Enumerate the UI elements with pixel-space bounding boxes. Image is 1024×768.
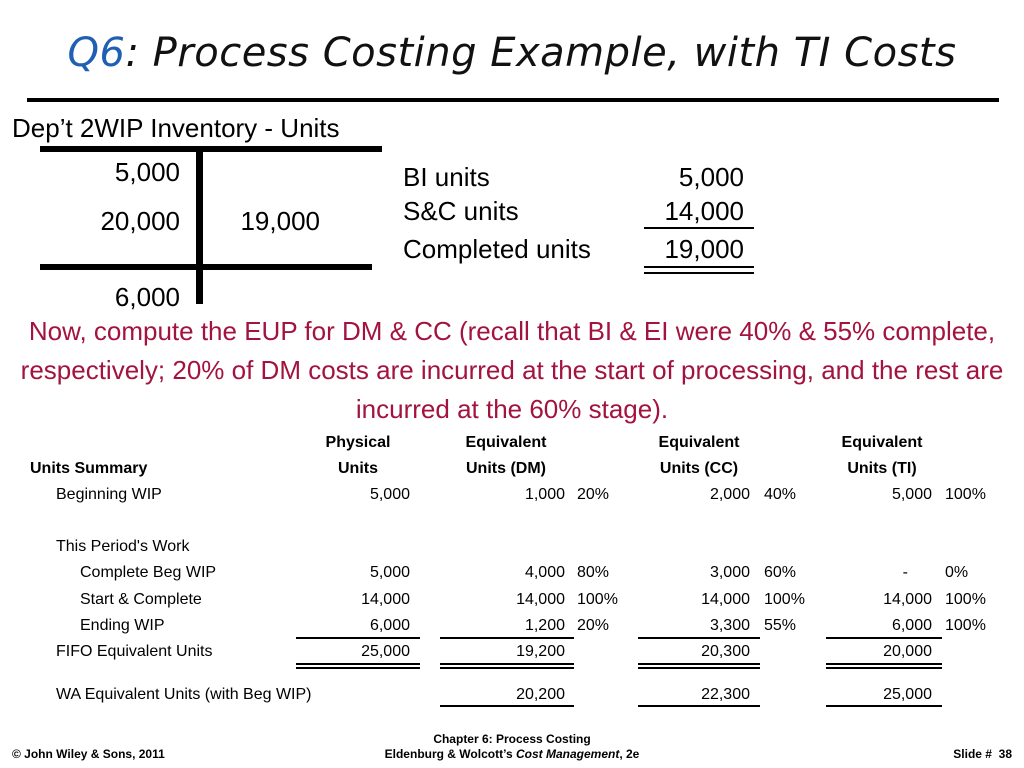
total-rule-dm-1 <box>440 663 574 665</box>
total-rule-physical-1 <box>296 663 420 665</box>
footer-book-suffix: , 2e <box>619 747 640 761</box>
cell-physical: 5,000 <box>369 486 410 503</box>
hdr-cc-1: Equivalent <box>658 434 740 451</box>
cell-ti-pct: 100% <box>945 591 986 608</box>
cell-cc: 14,000 <box>701 591 750 608</box>
cell-dm: 14,000 <box>516 591 565 608</box>
cell-cc-total: 20,300 <box>701 643 750 660</box>
wa-rule-ti <box>826 705 942 707</box>
cell-dm-pct: 20% <box>577 486 610 503</box>
cell-ti-wa: 25,000 <box>883 686 932 703</box>
cell-cc-pct: 100% <box>764 591 805 608</box>
title-text: : Process Costing Example, with TI Costs <box>125 30 957 76</box>
rec-total-rule-1 <box>644 266 754 268</box>
cell-dm-pct: 80% <box>577 564 610 581</box>
row-label: Beginning WIP <box>56 486 162 503</box>
cell-ti: 6,000 <box>891 617 932 634</box>
t-account-balance-bar <box>40 264 372 270</box>
total-rule-dm-2 <box>440 667 574 669</box>
rec-label-bi: BI units <box>403 162 490 192</box>
cell-physical: 6,000 <box>369 617 410 634</box>
t-debit-beginning: 5,000 <box>114 157 180 187</box>
cell-dm-wa: 20,200 <box>516 686 565 703</box>
title-divider <box>27 98 999 102</box>
row-label: Ending WIP <box>80 617 165 634</box>
hdr-cc-2: Units (CC) <box>659 460 739 477</box>
footer-copyright: © John Wiley & Sons, 2011 <box>12 747 165 761</box>
footer-slide-number: Slide # 38 <box>953 747 1012 761</box>
t-debit-added: 20,000 <box>100 206 180 236</box>
row-label-wa: WA Equivalent Units (with Beg WIP) <box>56 686 312 703</box>
cell-cc-pct: 55% <box>764 617 797 634</box>
cell-ti: 14,000 <box>883 591 932 608</box>
cell-physical: 5,000 <box>369 564 410 581</box>
t-ending-balance: 6,000 <box>114 282 180 312</box>
cell-ti: 5,000 <box>891 486 932 503</box>
cell-cc: 2,000 <box>709 486 750 503</box>
cell-physical: 14,000 <box>361 591 410 608</box>
hdr-ti-1: Equivalent <box>841 434 923 451</box>
wa-rule-dm <box>440 705 574 707</box>
total-rule-ti-2 <box>826 667 942 669</box>
question-number: Q6 <box>67 30 126 76</box>
total-rule-ti-1 <box>826 663 942 665</box>
cell-ti-pct: 100% <box>945 486 986 503</box>
slide-title: Q6: Process Costing Example, with TI Cos… <box>0 30 1024 76</box>
cell-physical-total: 25,000 <box>361 643 410 660</box>
hdr-physical-2: Units <box>338 460 378 477</box>
cell-cc-wa: 22,300 <box>701 686 750 703</box>
cell-dm: 4,000 <box>524 564 565 581</box>
cell-dm: 1,000 <box>524 486 565 503</box>
cell-ti-total: 20,000 <box>883 643 932 660</box>
rec-label-sc: S&C units <box>403 196 519 226</box>
hdr-dm-2: Units (DM) <box>466 460 546 477</box>
cell-cc-pct: 60% <box>764 564 797 581</box>
row-label-fifo: FIFO Equivalent Units <box>56 643 213 660</box>
footer-book: Eldenburg & Wolcott’s Cost Management, 2… <box>312 747 712 761</box>
t-account-title: Dep’t 2WIP Inventory - Units <box>12 113 340 143</box>
subtotal-rule-ti <box>826 637 942 639</box>
instruction-note: Now, compute the EUP for DM & CC (recall… <box>20 316 1004 424</box>
total-rule-cc-1 <box>638 663 760 665</box>
hdr-units-summary: Units Summary <box>30 460 148 477</box>
total-rule-cc-2 <box>638 667 760 669</box>
cell-ti: - <box>902 564 908 581</box>
row-section-label: This Period's Work <box>56 538 190 555</box>
row-label: Complete Beg WIP <box>80 564 217 581</box>
hdr-physical-1: Physical <box>325 434 391 451</box>
cell-ti-pct: 0% <box>945 564 969 581</box>
footer-chapter: Chapter 6: Process Costing <box>433 732 591 746</box>
cell-cc: 3,300 <box>709 617 750 634</box>
rec-value-bi: 5,000 <box>678 162 744 192</box>
hdr-ti-2: Units (TI) <box>847 460 917 477</box>
subtotal-rule-dm <box>440 637 574 639</box>
rec-label-completed: Completed units <box>403 234 591 264</box>
cell-dm-total: 19,200 <box>516 643 565 660</box>
row-label: Start & Complete <box>80 591 202 608</box>
t-account-top-bar <box>40 146 382 152</box>
cell-ti-pct: 100% <box>945 617 986 634</box>
rec-value-completed: 19,000 <box>664 234 744 264</box>
subtotal-rule-physical <box>296 637 420 639</box>
hdr-dm-1: Equivalent <box>465 434 547 451</box>
cell-dm: 1,200 <box>524 617 565 634</box>
total-rule-physical-2 <box>296 667 420 669</box>
cell-cc: 3,000 <box>709 564 750 581</box>
rec-total-rule-2 <box>644 272 754 274</box>
cell-dm-pct: 20% <box>577 617 610 634</box>
subtotal-rule-cc <box>638 637 760 639</box>
rec-value-sc: 14,000 <box>664 196 744 226</box>
t-account-vertical-bar <box>196 146 203 304</box>
footer-book-title: Cost Management <box>515 747 620 761</box>
footer-book-prefix: Eldenburg & Wolcott’s <box>384 747 516 761</box>
wa-rule-cc <box>638 705 760 707</box>
rec-subtotal-rule <box>644 227 754 229</box>
cell-dm-pct: 100% <box>577 591 618 608</box>
t-credit-completed: 19,000 <box>240 206 320 236</box>
cell-cc-pct: 40% <box>764 486 797 503</box>
